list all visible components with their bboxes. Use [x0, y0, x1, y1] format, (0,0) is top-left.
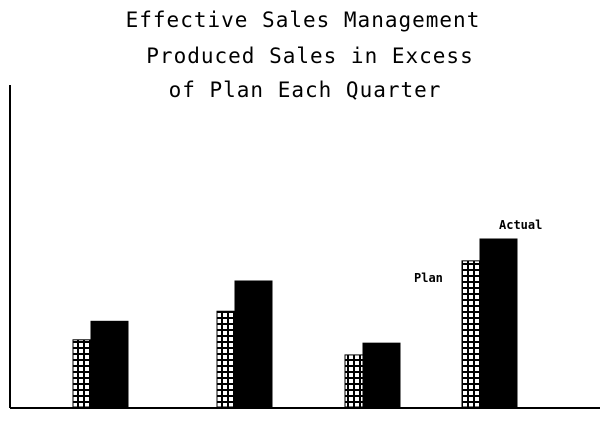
chart-title: Effective Sales Management Produced Sale…	[126, 8, 481, 102]
bars	[72, 238, 518, 408]
chart-title-line-1: Effective Sales Management	[126, 8, 481, 32]
bar-actual-2	[234, 280, 273, 408]
bar-actual-4	[479, 238, 518, 408]
series-label-actual: Actual	[499, 218, 542, 232]
bar-actual-3	[362, 342, 401, 408]
series-label-plan: Plan	[414, 271, 443, 285]
chart-title-line-3: of Plan Each Quarter	[169, 78, 442, 102]
bar-actual-1	[90, 320, 129, 408]
chart-title-line-2: Produced Sales in Excess	[146, 44, 473, 68]
